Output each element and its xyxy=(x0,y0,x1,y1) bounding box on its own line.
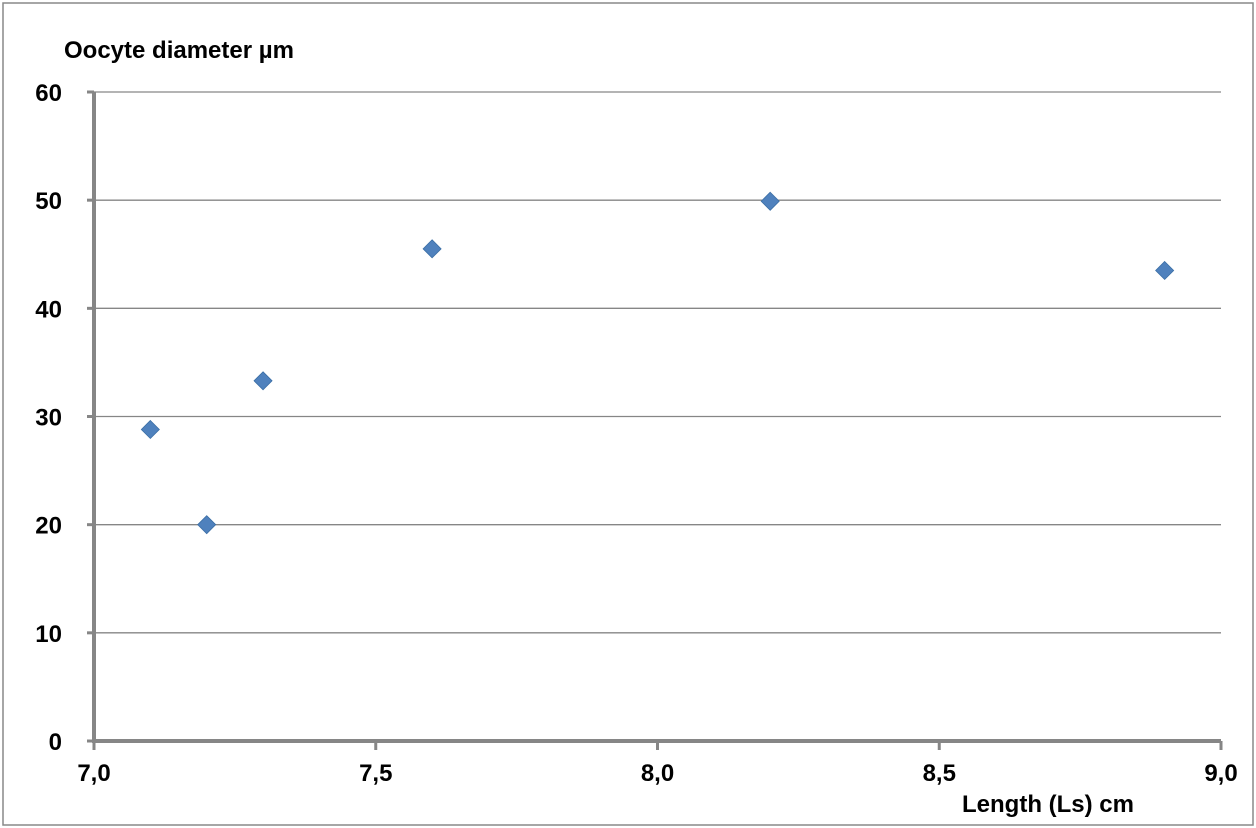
y-axis-title: Oocyte diameter µm xyxy=(64,37,294,64)
y-tick-label: 0 xyxy=(49,729,62,756)
x-tick-label: 9,0 xyxy=(1204,760,1237,787)
y-tick-label: 50 xyxy=(35,188,62,215)
chart-border xyxy=(3,3,1253,825)
x-axis-title: Length (Ls) cm xyxy=(962,791,1134,818)
y-tick-label: 40 xyxy=(35,296,62,323)
y-tick-label: 30 xyxy=(35,405,62,432)
x-tick-label: 7,5 xyxy=(359,760,392,787)
x-tick-label: 7,0 xyxy=(77,760,110,787)
x-tick-label: 8,0 xyxy=(641,760,674,787)
y-tick-label: 60 xyxy=(35,80,62,107)
y-tick-label: 10 xyxy=(35,621,62,648)
y-tick-label: 20 xyxy=(35,513,62,540)
x-tick-label: 8,5 xyxy=(923,760,956,787)
